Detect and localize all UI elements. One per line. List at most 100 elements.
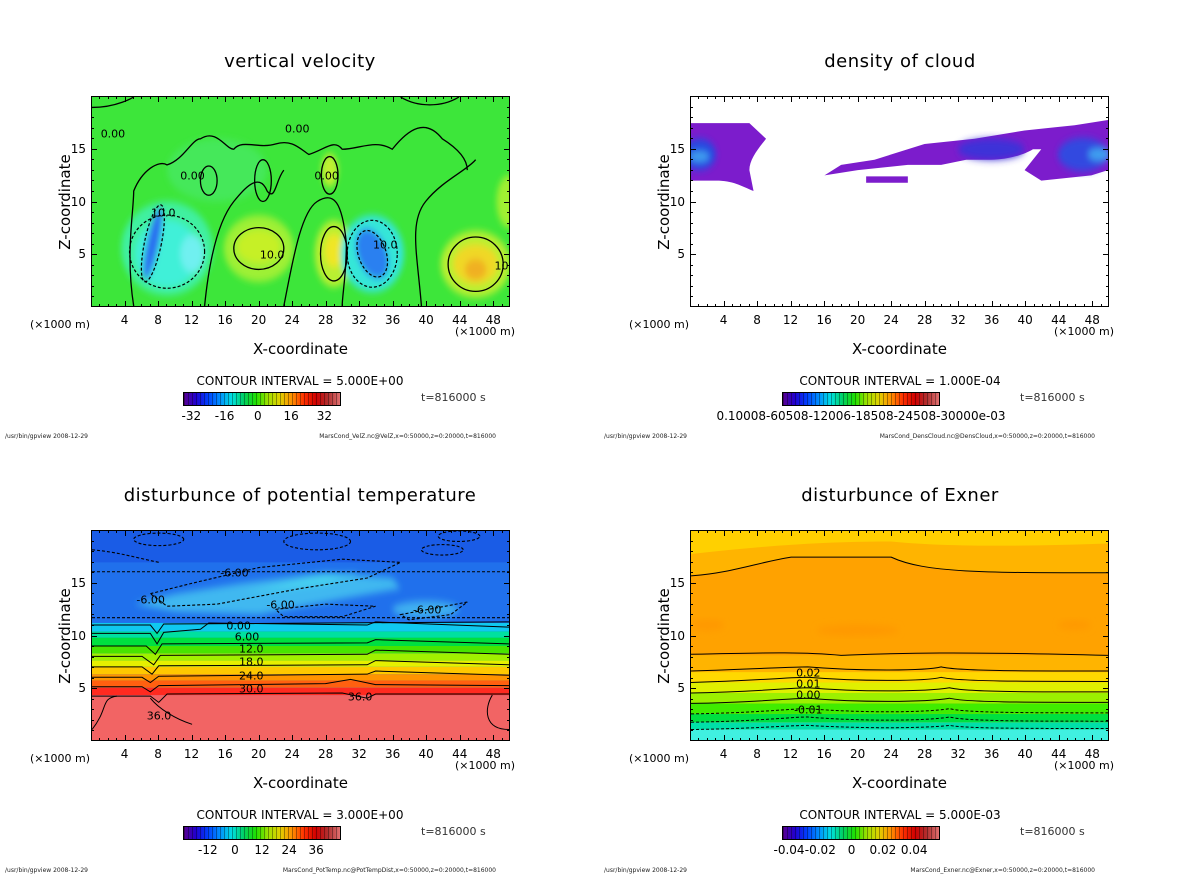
vertical-velocity-y-tick-mark — [91, 254, 97, 256]
potential-temperature-x-minor-tick — [300, 738, 302, 741]
vertical-velocity-y-minor-tick — [91, 180, 94, 182]
exner-y-minor-tick — [690, 614, 693, 616]
potential-temperature-x-minor-tick — [116, 738, 118, 741]
exner-x-minor-tick — [907, 738, 909, 741]
vertical-velocity-x-tick-label: 48 — [485, 313, 501, 327]
density-of-cloud-x-tick-label: 48 — [1084, 313, 1100, 327]
exner-x-minor-tick — [941, 738, 943, 741]
density-of-cloud-y-minor-tick — [1106, 159, 1109, 161]
exner-y-minor-tick — [690, 698, 693, 700]
potential-temperature-x-minor-tick — [434, 738, 436, 741]
density-of-cloud-x-tick-label: 8 — [753, 313, 761, 327]
exner-y-minor-tick — [690, 709, 693, 711]
potential-temperature-x-minor-tick — [183, 530, 185, 533]
density-of-cloud-x-tick-label: 24 — [883, 313, 899, 327]
potential-temperature-x-tick-mark — [124, 530, 126, 536]
density-of-cloud-x-tick-mark — [1058, 301, 1060, 307]
density-of-cloud-x-tick-mark — [723, 301, 725, 307]
exner-y-minor-tick — [1106, 677, 1109, 679]
vertical-velocity-x-tick-mark — [325, 96, 327, 102]
potential-temperature-x-minor-tick — [141, 738, 143, 741]
vertical-velocity-y-tick-mark — [504, 201, 510, 203]
density-of-cloud-y-minor-tick — [690, 296, 693, 298]
potential-temperature-x-tick-label: 48 — [485, 747, 501, 761]
vertical-velocity-x-tick-label: 36 — [385, 313, 401, 327]
density-of-cloud-x-unit-left: (×1000 m) — [629, 318, 690, 331]
vertical-velocity-x-tick-mark — [191, 96, 193, 102]
potential-temperature-x-minor-tick — [484, 530, 486, 533]
exner-y-tick-label: 5 — [677, 681, 685, 696]
density-of-cloud-y-tick-label: 10 — [669, 194, 685, 209]
exner-colorbar-tick-label: -0.02 — [804, 843, 836, 857]
exner-x-minor-tick — [1050, 738, 1052, 741]
density-of-cloud-y-minor-tick — [690, 159, 693, 161]
exner-x-minor-tick — [748, 738, 750, 741]
vertical-velocity-x-minor-tick — [308, 304, 310, 307]
density-of-cloud-x-minor-tick — [807, 96, 809, 99]
vertical-velocity-y-minor-tick — [91, 127, 94, 129]
potential-temperature-x-tick-label: 12 — [183, 747, 200, 761]
vertical-velocity-y-tick-mark — [504, 148, 510, 150]
density-of-cloud-x-tick-mark — [1025, 301, 1027, 307]
density-of-cloud-y-minor-tick — [690, 243, 693, 245]
exner-x-minor-tick — [1083, 530, 1085, 533]
exner-x-minor-tick — [907, 530, 909, 533]
potential-temperature-x-minor-tick — [241, 738, 243, 741]
density-of-cloud-x-tick-mark — [723, 96, 725, 102]
potential-temperature-x-tick-mark — [493, 735, 495, 741]
density-of-cloud-x-minor-tick — [740, 96, 742, 99]
potential-temperature-x-tick-label: 24 — [284, 747, 300, 761]
density-of-cloud-x-minor-tick — [933, 304, 935, 307]
vertical-velocity-y-minor-tick — [507, 138, 510, 140]
potential-temperature-time-label: t=816000 s — [421, 825, 486, 838]
vertical-velocity-x-tick-label: 32 — [351, 313, 367, 327]
density-of-cloud-x-minor-tick — [765, 304, 767, 307]
vertical-velocity-y-minor-tick — [507, 117, 510, 119]
vertical-velocity-y-minor-tick — [91, 212, 94, 214]
exner-x-minor-tick — [865, 530, 867, 533]
vertical-velocity-x-minor-tick — [233, 96, 235, 99]
vertical-velocity-x-minor-tick — [199, 304, 201, 307]
vertical-velocity-x-minor-tick — [401, 96, 403, 99]
vertical-velocity-colorbar-tick-label: -16 — [214, 409, 235, 423]
potential-temperature-y-minor-tick — [507, 667, 510, 669]
exner-x-minor-tick — [882, 530, 884, 533]
vertical-velocity-x-minor-tick — [241, 96, 243, 99]
exner-x-minor-tick — [798, 738, 800, 741]
vertical-velocity-x-minor-tick — [409, 96, 411, 99]
potential-temperature-y-minor-tick — [507, 572, 510, 574]
potential-temperature-x-tick-mark — [493, 530, 495, 536]
exner-y-minor-tick — [1106, 719, 1109, 721]
vertical-velocity-y-minor-tick — [91, 138, 94, 140]
potential-temperature-x-minor-tick — [350, 738, 352, 741]
vertical-velocity-y-minor-tick — [91, 264, 94, 266]
vertical-velocity-contour-field — [92, 97, 509, 306]
potential-temperature-y-minor-tick — [91, 561, 94, 563]
vertical-velocity-x-minor-tick — [409, 304, 411, 307]
exner-y-minor-tick — [1106, 656, 1109, 658]
vertical-velocity-x-minor-tick — [99, 96, 101, 99]
vertical-velocity-x-minor-tick — [501, 96, 503, 99]
vertical-velocity-x-tick-label: 40 — [418, 313, 434, 327]
potential-temperature-x-minor-tick — [132, 530, 134, 533]
exner-y-minor-tick — [1106, 698, 1109, 700]
potential-temperature-x-minor-tick — [216, 530, 218, 533]
density-of-cloud-x-minor-tick — [966, 304, 968, 307]
exner-x-tick-label: 40 — [1017, 747, 1033, 761]
vertical-velocity-x-minor-tick — [442, 304, 444, 307]
exner-x-tick-label: 36 — [984, 747, 1000, 761]
vertical-velocity-x-minor-tick — [216, 304, 218, 307]
density-of-cloud-x-minor-tick — [1000, 304, 1002, 307]
density-of-cloud-x-minor-tick — [1083, 96, 1085, 99]
potential-temperature-x-minor-tick — [132, 738, 134, 741]
density-of-cloud-x-tick-mark — [891, 96, 893, 102]
density-of-cloud-x-minor-tick — [1075, 304, 1077, 307]
exner-x-minor-tick — [815, 530, 817, 533]
potential-temperature-colorbar-tick-label: 24 — [281, 843, 297, 857]
density-of-cloud-x-tick-mark — [824, 96, 826, 102]
exner-x-minor-tick — [983, 530, 985, 533]
exner-x-minor-tick — [899, 738, 901, 741]
exner-time-label: t=816000 s — [1020, 825, 1085, 838]
exner-x-minor-tick — [1050, 530, 1052, 533]
potential-temperature-y-minor-tick — [91, 540, 94, 542]
